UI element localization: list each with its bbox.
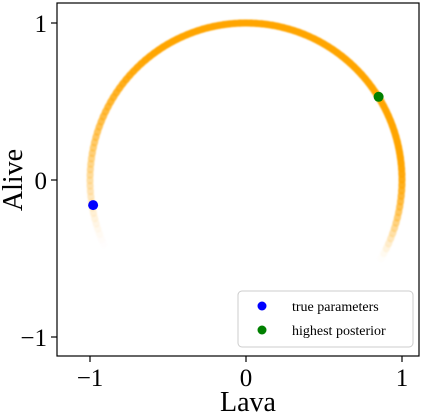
y-tick-label: 1 — [35, 11, 48, 38]
y-axis-title: Alive — [0, 149, 29, 211]
x-tick-label: 0 — [240, 365, 253, 392]
x-axis-ticks: −1 0 1 — [77, 356, 409, 392]
y-axis-ticks: −1 0 1 — [20, 11, 57, 352]
x-tick-label: 1 — [396, 365, 409, 392]
legend-box — [237, 290, 414, 348]
x-axis-title: Lava — [220, 387, 277, 418]
legend-marker-true-parameters — [257, 301, 267, 311]
legend: true parameters highest posterior — [237, 290, 414, 348]
x-tick-label: −1 — [77, 365, 104, 392]
legend-marker-highest-posterior — [257, 325, 267, 335]
data-points — [88, 91, 384, 211]
posterior-density-arc — [86, 19, 406, 258]
data-point-highest-posterior — [373, 91, 384, 102]
density-arc-segment — [92, 219, 102, 233]
data-point-true-parameters — [88, 200, 99, 211]
legend-label-true-parameters: true parameters — [292, 300, 379, 315]
legend-label-highest-posterior: highest posterior — [292, 324, 386, 339]
y-tick-label: 0 — [35, 168, 48, 195]
y-tick-label: −1 — [20, 325, 47, 352]
